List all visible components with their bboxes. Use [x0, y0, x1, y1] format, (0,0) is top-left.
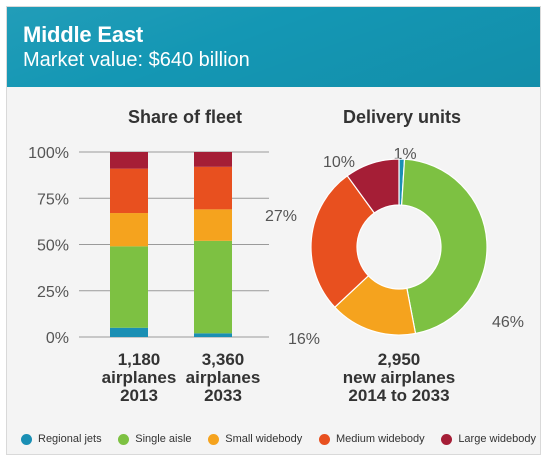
bar-segment	[110, 152, 148, 169]
legend-item-small-widebody: Small widebody	[208, 433, 302, 445]
y-tick-label: 75%	[37, 191, 69, 208]
legend-item-large-widebody: Large widebody	[441, 433, 536, 445]
bar-segment	[194, 333, 232, 337]
legend-label: Regional jets	[38, 433, 102, 445]
legend-swatch	[441, 433, 453, 445]
fleet-chart-title: Share of fleet	[127, 107, 243, 127]
chart-card: Middle East Market value: $640 billion S…	[6, 6, 541, 455]
bar-segment	[110, 168, 148, 214]
donut-slice	[346, 158, 400, 214]
y-tick-label: 0%	[46, 330, 69, 347]
legend-swatch	[21, 433, 32, 445]
legend-label: Single aisle	[135, 433, 192, 445]
category-label: 3,360 airplanes 2033	[186, 350, 261, 405]
bar-segment	[194, 209, 232, 241]
legend-swatch	[118, 433, 130, 445]
y-tick-label: 100%	[28, 145, 69, 162]
legend: Regional jets Single aisle Small widebod…	[21, 431, 536, 447]
delivery-chart-title: Delivery units	[342, 107, 462, 127]
region-title: Middle East	[23, 22, 144, 47]
legend-item-single-aisle: Single aisle	[118, 433, 192, 445]
slice-label: 27%	[265, 208, 297, 225]
bar-segment	[194, 240, 232, 334]
slice-label: 10%	[323, 154, 355, 171]
legend-item-medium-widebody: Medium widebody	[318, 433, 425, 445]
legend-label: Small widebody	[225, 433, 303, 445]
category-label: 1,180 airplanes 2013	[102, 350, 177, 405]
bar-segment	[110, 213, 148, 247]
legend-label: Large widebody	[458, 433, 536, 445]
bar-segment	[110, 246, 148, 328]
donut-slice	[310, 174, 376, 309]
slice-label: 46%	[492, 314, 524, 331]
bar-segment	[110, 327, 148, 337]
bar-segment	[194, 152, 232, 167]
y-tick-label: 25%	[37, 284, 69, 301]
legend-item-regional-jets: Regional jets	[21, 433, 102, 445]
legend-label: Medium widebody	[335, 433, 425, 445]
slice-label: 16%	[288, 331, 320, 348]
y-tick-label: 50%	[37, 238, 69, 255]
delivery-units-chart: 1%46%16%27%10%2,950 new airplanes 2014 to …	[265, 146, 524, 405]
legend-swatch	[208, 433, 220, 445]
market-value-subtitle: Market value: $640 billion	[23, 49, 250, 71]
donut-slice	[401, 158, 488, 335]
header-banner: Middle East Market value: $640 billion	[7, 7, 540, 87]
bar-segment	[194, 166, 232, 210]
donut-caption: 2,950 new airplanes 2014 to 2033	[343, 350, 455, 405]
legend-swatch	[318, 433, 330, 445]
